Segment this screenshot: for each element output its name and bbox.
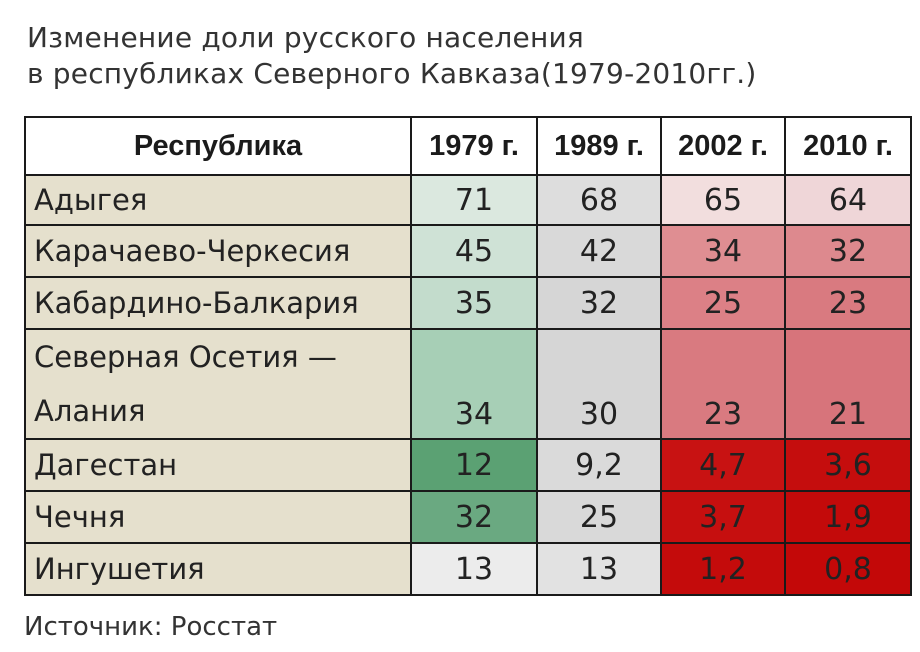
value-cell: 45: [410, 224, 538, 278]
value-cell: 32: [536, 276, 662, 330]
value-cell: 1,2: [660, 542, 786, 596]
republic-name-cell: Ингушетия: [24, 542, 412, 596]
value-cell: 13: [536, 542, 662, 596]
republic-name-cell: Дагестан: [24, 438, 412, 492]
value-cell: 65: [660, 174, 786, 226]
value-cell: 12: [410, 438, 538, 492]
republic-name-cell: Северная Осетия — Алания: [24, 328, 412, 440]
republic-name-cell: Адыгея: [24, 174, 412, 226]
column-header-1979: 1979 г.: [410, 116, 538, 176]
title-line-1: Изменение доли русского населения: [27, 21, 584, 54]
value-cell: 21: [784, 328, 912, 440]
republic-name-cell: Чечня: [24, 490, 412, 544]
table-row: Северная Осетия — Алания 34 30 23 21: [24, 328, 912, 440]
title-line-2: в республиках Северного Кавказа(1979-201…: [27, 57, 757, 90]
value-cell: 3,7: [660, 490, 786, 544]
table-row: Ингушетия 13 13 1,2 0,8: [24, 542, 912, 596]
table-row: Адыгея 71 68 65 64: [24, 174, 912, 226]
value-cell: 32: [410, 490, 538, 544]
value-cell: 23: [660, 328, 786, 440]
value-cell: 25: [660, 276, 786, 330]
value-cell: 68: [536, 174, 662, 226]
column-header-2002: 2002 г.: [660, 116, 786, 176]
value-cell: 71: [410, 174, 538, 226]
value-cell: 64: [784, 174, 912, 226]
republic-name-cell: Кабардино-Балкария: [24, 276, 412, 330]
value-cell: 42: [536, 224, 662, 278]
table-row: Дагестан 12 9,2 4,7 3,6: [24, 438, 912, 492]
value-cell: 9,2: [536, 438, 662, 492]
table-body: Адыгея 71 68 65 64 Карачаево-Черкесия 45 42 34 32…: [24, 174, 912, 596]
header-row: Республика 1979 г. 1989 г. 2002 г. 2010 …: [24, 116, 912, 176]
value-cell: 23: [784, 276, 912, 330]
column-header-1989: 1989 г.: [536, 116, 662, 176]
data-table: Республика 1979 г. 1989 г. 2002 г. 2010 …: [24, 116, 912, 596]
column-header-2010: 2010 г.: [784, 116, 912, 176]
data-table-container: Республика 1979 г. 1989 г. 2002 г. 2010 …: [24, 116, 912, 596]
value-cell: 30: [536, 328, 662, 440]
value-cell: 4,7: [660, 438, 786, 492]
table-row: Кабардино-Балкария 35 32 25 23: [24, 276, 912, 330]
value-cell: 3,6: [784, 438, 912, 492]
value-cell: 34: [410, 328, 538, 440]
value-cell: 13: [410, 542, 538, 596]
value-cell: 1,9: [784, 490, 912, 544]
republic-name-cell: Карачаево-Черкесия: [24, 224, 412, 278]
value-cell: 32: [784, 224, 912, 278]
table-row: Карачаево-Черкесия 45 42 34 32: [24, 224, 912, 278]
source-note: Источник: Росстат: [24, 612, 278, 642]
chart-title: Изменение доли русского населения в респ…: [27, 20, 887, 92]
column-header-republic: Республика: [24, 116, 412, 176]
value-cell: 35: [410, 276, 538, 330]
value-cell: 0,8: [784, 542, 912, 596]
value-cell: 34: [660, 224, 786, 278]
value-cell: 25: [536, 490, 662, 544]
table-row: Чечня 32 25 3,7 1,9: [24, 490, 912, 544]
